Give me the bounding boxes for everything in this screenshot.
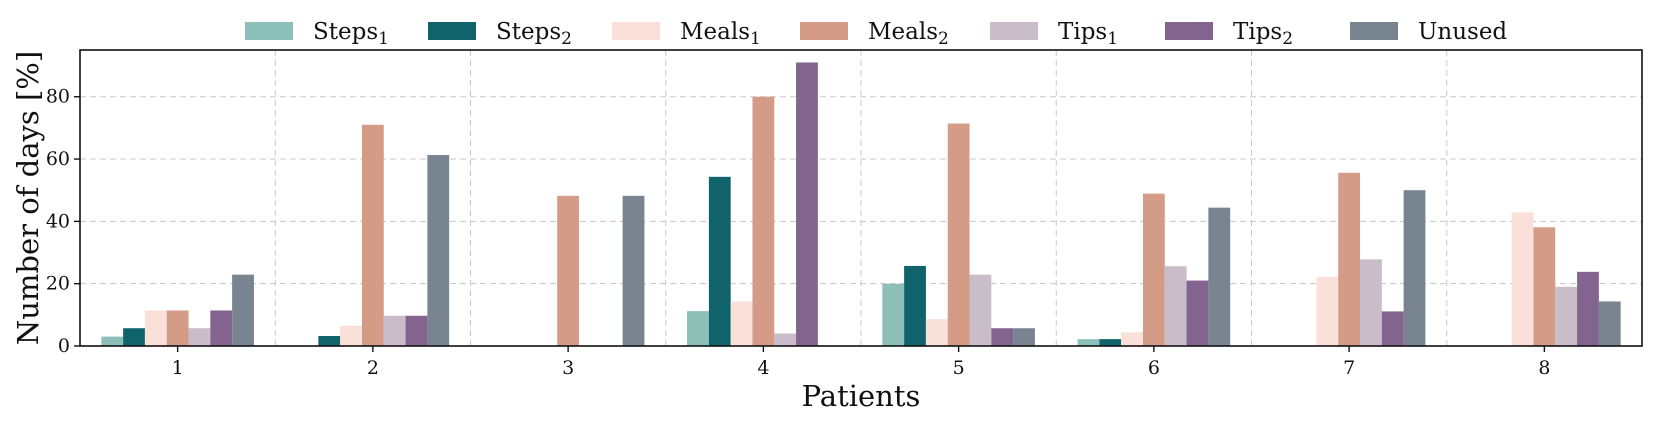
bar-meals2-patient-7: [1338, 172, 1361, 346]
bar-steps1-patient-4: [687, 311, 709, 346]
bar-meals2-patient-4: [752, 96, 775, 346]
legend-swatch: [1350, 22, 1398, 40]
bar-tips2-patient-7: [1381, 311, 1404, 346]
bar-tips1-patient-6: [1164, 266, 1187, 346]
bar-unused-patient-6: [1208, 207, 1231, 346]
x-tick-label: 2: [367, 357, 379, 379]
legend: Steps1 Steps2 Meals1 Meals2 Tips1 Tips2 Unused: [245, 19, 1507, 49]
bar-steps1-patient-5: [882, 283, 905, 346]
legend-entry-subscript: 2: [938, 29, 949, 49]
bar-tips1-patient-7: [1360, 259, 1382, 346]
legend-entry-label: Unused: [1418, 19, 1507, 45]
bar-tips2-patient-6: [1186, 280, 1209, 346]
legend-entry-name: Meals: [680, 19, 750, 45]
bar-tips2-patient-8: [1577, 271, 1599, 346]
legend-entry-label: Steps1: [313, 19, 389, 49]
y-tick-label: 40: [46, 210, 70, 232]
bar-meals1-patient-4: [730, 301, 753, 346]
plot-frame: [79, 49, 1643, 347]
legend-entry-label: Steps2: [496, 19, 572, 49]
x-axis-label: Patients: [802, 379, 921, 413]
bar-tips1-patient-4: [774, 333, 797, 346]
bar-meals1-patient-2: [340, 325, 362, 346]
legend-entry-name: Steps: [313, 19, 378, 45]
legend-entry-subscript: 1: [750, 29, 761, 49]
x-tick-label: 6: [1148, 357, 1160, 379]
legend-entry-name: Steps: [496, 19, 561, 45]
y-tick-label: 60: [46, 148, 70, 170]
bar-meals1-patient-6: [1121, 332, 1143, 346]
bar-meals1-patient-5: [925, 319, 948, 346]
legend-entry-name: Meals: [868, 19, 938, 45]
x-tick-label: 3: [562, 357, 574, 379]
bar-tips2-patient-2: [405, 315, 428, 346]
legend-swatch: [245, 22, 293, 40]
bar-steps2-patient-5: [904, 265, 926, 346]
bar-meals2-patient-1: [166, 310, 189, 346]
bar-unused-patient-2: [427, 155, 450, 346]
bar-tips2-patient-4: [796, 62, 818, 346]
legend-entry-name: Tips: [1233, 19, 1282, 45]
bar-unused-patient-8: [1598, 301, 1621, 346]
x-tick-label: 4: [757, 357, 769, 379]
legend-entry-label: Meals2: [868, 19, 949, 49]
bar-unused-patient-3: [622, 195, 645, 346]
bar-tips1-patient-1: [188, 328, 211, 346]
bar-steps2-patient-1: [123, 328, 145, 346]
bar-tips1-patient-8: [1555, 286, 1578, 346]
legend-entry-subscript: 2: [1282, 29, 1293, 49]
bar-meals2-patient-6: [1142, 193, 1165, 346]
legend-entry-label: Meals1: [680, 19, 761, 49]
bar-meals1-patient-7: [1316, 276, 1339, 346]
legend-entry-name: Unused: [1418, 19, 1507, 45]
y-axis-label: Number of days [%]: [11, 51, 45, 345]
bar-unused-patient-5: [1013, 328, 1035, 346]
legend-entry-subscript: 1: [378, 29, 389, 49]
legend-swatch: [990, 22, 1038, 40]
bar-tips2-patient-5: [991, 328, 1014, 346]
legend-swatch: [800, 22, 848, 40]
bar-tips1-patient-2: [383, 315, 406, 346]
x-tick-label: 8: [1538, 357, 1550, 379]
bar-steps1-patient-6: [1077, 339, 1100, 346]
bar-tips1-patient-5: [969, 274, 992, 346]
legend-swatch: [612, 22, 660, 40]
y-axis-ticks: 0 20 40 60 80: [46, 86, 80, 357]
bar-meals1-patient-8: [1511, 212, 1534, 346]
x-tick-label: 5: [953, 357, 965, 379]
bars: [101, 62, 1621, 347]
bar-meals2-patient-3: [557, 195, 580, 346]
x-tick-label: 7: [1343, 357, 1355, 379]
legend-entry-subscript: 1: [1107, 29, 1118, 49]
x-tick-label: 1: [172, 357, 184, 379]
x-axis-ticks: 1 2 3 4 5 6 7 8: [172, 346, 1550, 379]
y-tick-label: 80: [46, 86, 70, 108]
y-tick-label: 0: [58, 335, 70, 357]
legend-swatch: [428, 22, 476, 40]
legend-swatch: [1165, 22, 1213, 40]
bar-unused-patient-7: [1403, 190, 1426, 346]
y-tick-label: 20: [46, 273, 70, 295]
bar-unused-patient-1: [232, 274, 254, 346]
legend-entry-label: Tips1: [1058, 19, 1118, 49]
bar-meals2-patient-2: [361, 124, 384, 346]
bar-meals1-patient-1: [144, 310, 167, 346]
legend-entry-name: Tips: [1058, 19, 1107, 45]
legend-entry-label: Tips2: [1233, 19, 1293, 49]
legend-entry-subscript: 2: [561, 29, 572, 49]
bar-steps2-patient-6: [1099, 339, 1122, 346]
bar-tips2-patient-1: [210, 310, 233, 346]
bar-steps2-patient-4: [708, 176, 731, 346]
bar-meals2-patient-8: [1533, 227, 1556, 346]
bar-meals2-patient-5: [947, 123, 970, 347]
bar-steps2-patient-2: [318, 336, 341, 346]
bar-steps1-patient-1: [101, 336, 124, 346]
